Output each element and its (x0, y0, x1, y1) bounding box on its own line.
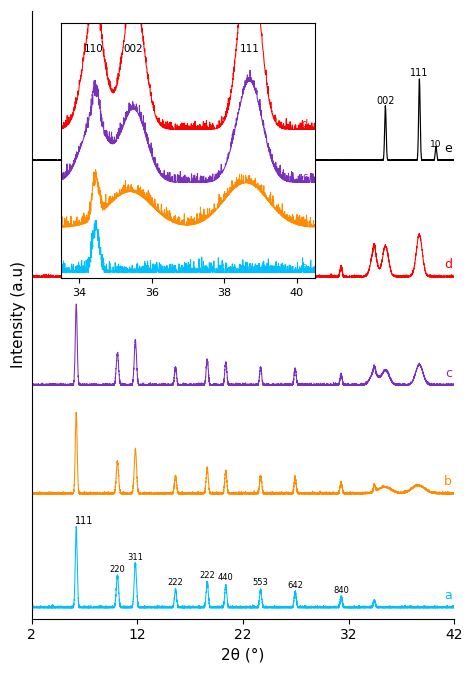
X-axis label: 2θ (°): 2θ (°) (221, 648, 264, 663)
Text: 111: 111 (75, 516, 94, 526)
Text: 840: 840 (333, 586, 349, 594)
Text: 222: 222 (200, 572, 215, 580)
Y-axis label: Intensity (a.u): Intensity (a.u) (11, 262, 26, 369)
Text: d: d (444, 258, 452, 272)
Text: 111: 111 (410, 68, 428, 78)
Text: c: c (445, 367, 452, 380)
Text: e: e (444, 142, 452, 155)
Text: a: a (444, 589, 452, 603)
Text: 311: 311 (128, 553, 143, 562)
Text: 220: 220 (109, 565, 125, 574)
Text: 222: 222 (168, 578, 183, 588)
Text: 642: 642 (287, 580, 303, 590)
Text: b: b (444, 475, 452, 489)
Text: 10: 10 (430, 140, 442, 149)
Text: 002: 002 (376, 96, 395, 106)
Text: 553: 553 (253, 578, 269, 587)
Text: 440: 440 (218, 574, 234, 582)
